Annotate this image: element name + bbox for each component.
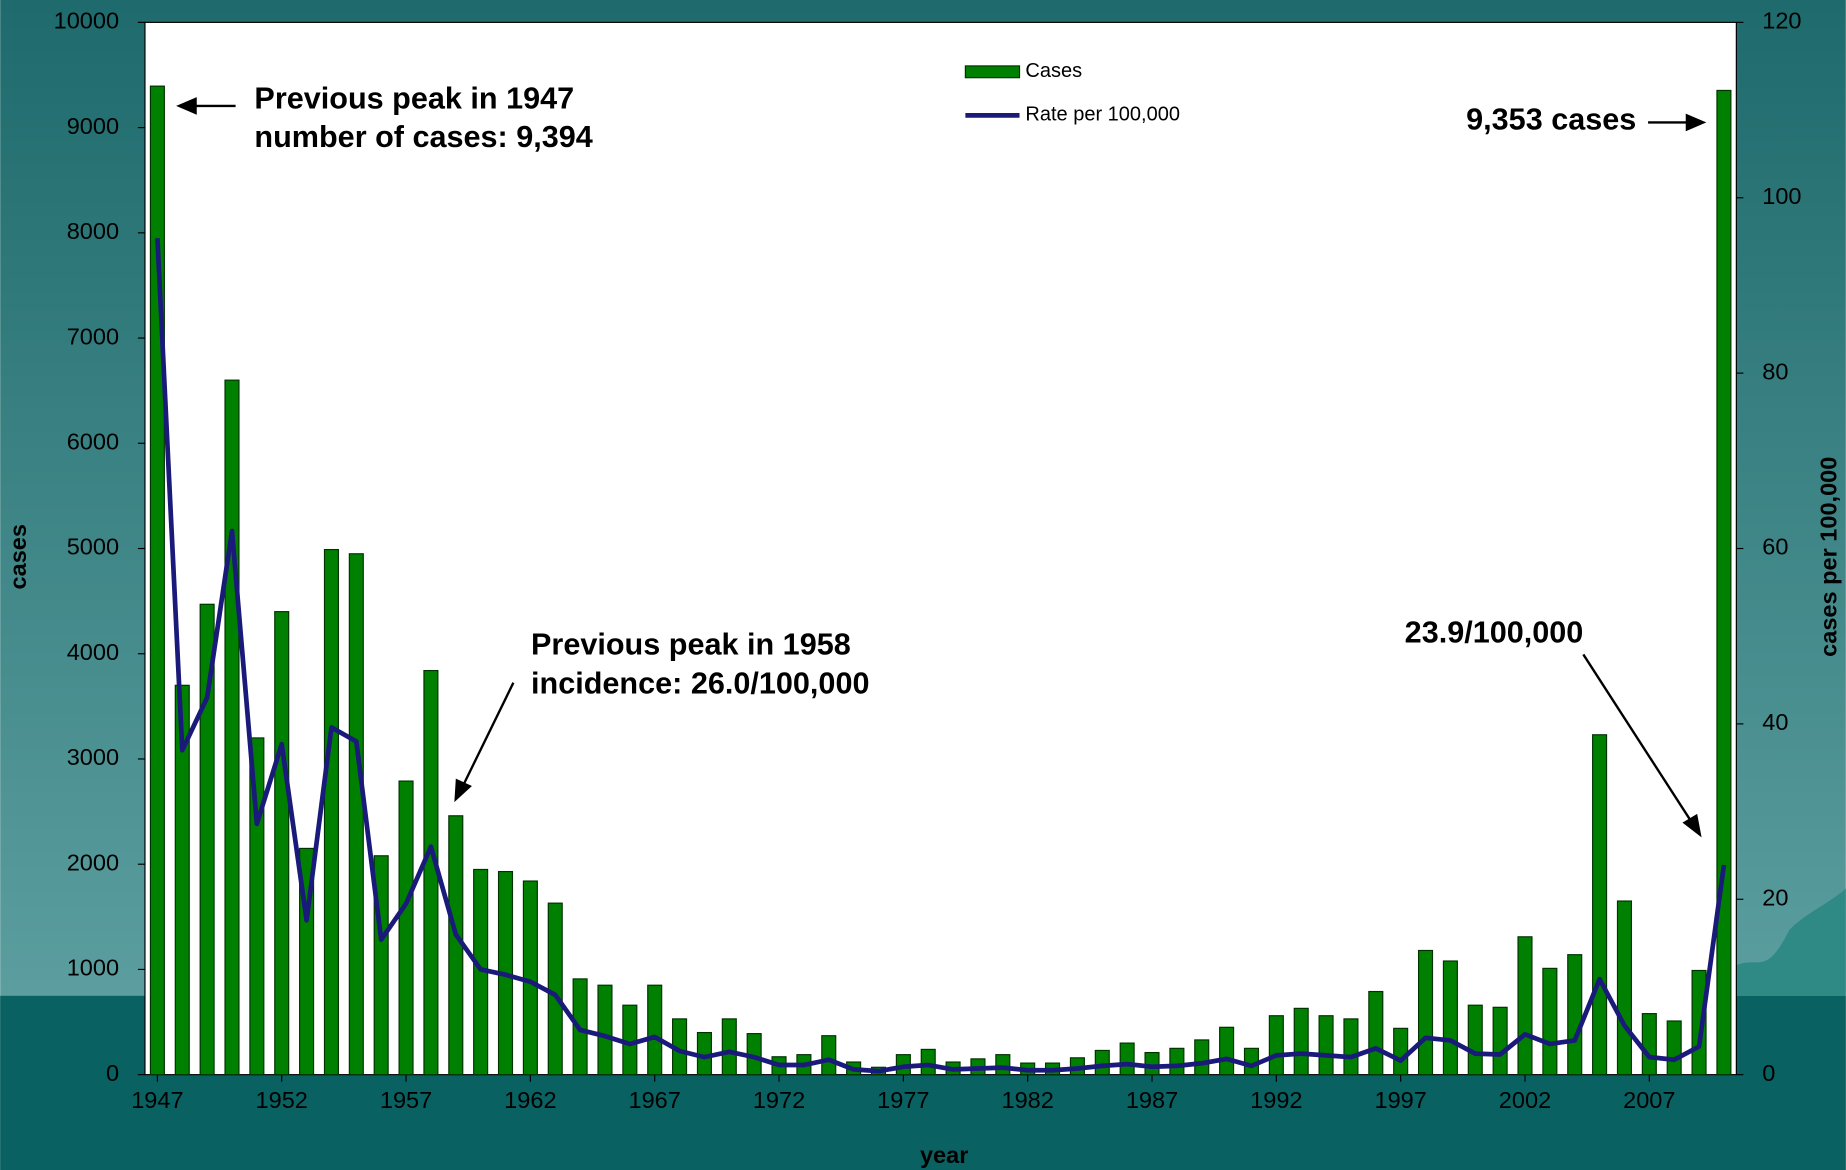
- bar: [547, 902, 563, 1076]
- x-tick-label: 1972: [753, 1087, 805, 1113]
- bar-series: [149, 85, 1732, 1076]
- x-tick-label: 1997: [1374, 1087, 1426, 1113]
- arrow: [460, 682, 515, 790]
- y-tick-label: 6000: [67, 429, 119, 455]
- bar: [1666, 1020, 1682, 1076]
- annotation: 23.9/100,000: [1405, 616, 1584, 650]
- bar: [1194, 1039, 1210, 1076]
- bar: [348, 553, 364, 1076]
- annotation: Previous peak in 1947: [254, 81, 574, 115]
- y2-tick-label: 120: [1762, 8, 1801, 34]
- bar: [1467, 1004, 1483, 1076]
- arrow-head: [1682, 813, 1702, 838]
- legend-label: Cases: [1025, 60, 1082, 82]
- annotation: number of cases: 9,394: [254, 120, 592, 154]
- bar: [1368, 990, 1384, 1076]
- bar: [647, 984, 663, 1076]
- y-tick-label: 3000: [67, 744, 119, 770]
- bar: [721, 1018, 737, 1076]
- y2-tick-label: 0: [1762, 1060, 1775, 1086]
- bar: [1417, 949, 1434, 1076]
- bar: [1219, 1026, 1235, 1076]
- bar: [1641, 1013, 1657, 1076]
- bar: [1343, 1018, 1359, 1076]
- bar: [1567, 954, 1583, 1076]
- bar: [1144, 1051, 1160, 1076]
- x-tick-label: 2002: [1499, 1087, 1551, 1113]
- bar: [1169, 1047, 1185, 1076]
- bar: [1119, 1042, 1135, 1076]
- y2-tick-label: 60: [1762, 534, 1788, 560]
- y2-tick-label: 40: [1762, 709, 1788, 735]
- bar: [1542, 967, 1558, 1076]
- annotation: Previous peak in 1958: [531, 627, 851, 661]
- bar: [1268, 1015, 1284, 1076]
- x-tick-label: 1952: [256, 1087, 308, 1113]
- x-tick-label: 2007: [1623, 1087, 1675, 1113]
- bar: [1442, 960, 1458, 1076]
- y2-tick-label: 80: [1762, 358, 1788, 384]
- y-tick-label: 8000: [67, 218, 119, 244]
- annotation: 9,353 cases: [1466, 102, 1636, 136]
- bar: [522, 880, 538, 1076]
- bar: [224, 379, 240, 1076]
- arrow-head: [454, 778, 472, 803]
- x-tick-label: 1987: [1126, 1087, 1178, 1113]
- bar: [1592, 734, 1608, 1076]
- x-tick-label: 1962: [504, 1087, 556, 1113]
- bar: [597, 984, 613, 1076]
- bar: [398, 780, 414, 1076]
- x-tick-label: 1967: [629, 1087, 681, 1113]
- bar: [821, 1035, 837, 1076]
- x-tick-label: 1992: [1250, 1087, 1302, 1113]
- legend-swatch: [964, 65, 1021, 79]
- bar: [423, 669, 439, 1076]
- bar: [249, 737, 265, 1076]
- y2-tick-label: 100: [1762, 183, 1801, 209]
- bar: [199, 603, 215, 1076]
- y-tick-label: 7000: [67, 323, 119, 349]
- x-tick-label: 1957: [380, 1087, 432, 1113]
- y-axis-title: cases: [5, 524, 31, 589]
- bar: [1318, 1015, 1334, 1076]
- bar: [1094, 1049, 1110, 1076]
- arrow-head: [176, 97, 197, 115]
- x-tick-label: 1947: [131, 1087, 183, 1113]
- bar: [1293, 1007, 1309, 1076]
- bar: [1716, 89, 1732, 1076]
- y-tick-label: 10000: [54, 8, 119, 34]
- annotation: incidence: 26.0/100,000: [531, 666, 869, 700]
- y-tick-label: 1000: [67, 955, 119, 981]
- bar: [1492, 1006, 1508, 1076]
- y-tick-label: 9000: [67, 113, 119, 139]
- legend-label: Rate per 100,000: [1025, 104, 1180, 126]
- y2-tick-label: 20: [1762, 884, 1788, 910]
- bar: [174, 684, 190, 1076]
- y-tick-label: 4000: [67, 639, 119, 665]
- bar: [920, 1048, 936, 1076]
- x-tick-label: 1977: [877, 1087, 929, 1113]
- bar: [1517, 936, 1533, 1076]
- bar: [995, 1054, 1011, 1076]
- arrow-head: [1685, 113, 1707, 132]
- x-axis-title: year: [920, 1142, 968, 1168]
- y-tick-label: 0: [106, 1060, 119, 1086]
- x-tick-label: 1982: [1002, 1087, 1054, 1113]
- bar: [323, 548, 340, 1076]
- bar: [149, 85, 165, 1076]
- bar: [1393, 1027, 1409, 1076]
- bar: [1616, 900, 1633, 1076]
- bar: [622, 1004, 638, 1076]
- arrow: [1582, 653, 1694, 825]
- y-tick-label: 5000: [67, 534, 119, 560]
- line: [155, 237, 1727, 1074]
- annotation-arrows: [176, 97, 1707, 838]
- y2-axis-title: cases per 100,000: [1815, 457, 1841, 657]
- bar: [274, 611, 290, 1076]
- y-tick-label: 2000: [67, 849, 119, 875]
- background-wave: [1736, 888, 1846, 996]
